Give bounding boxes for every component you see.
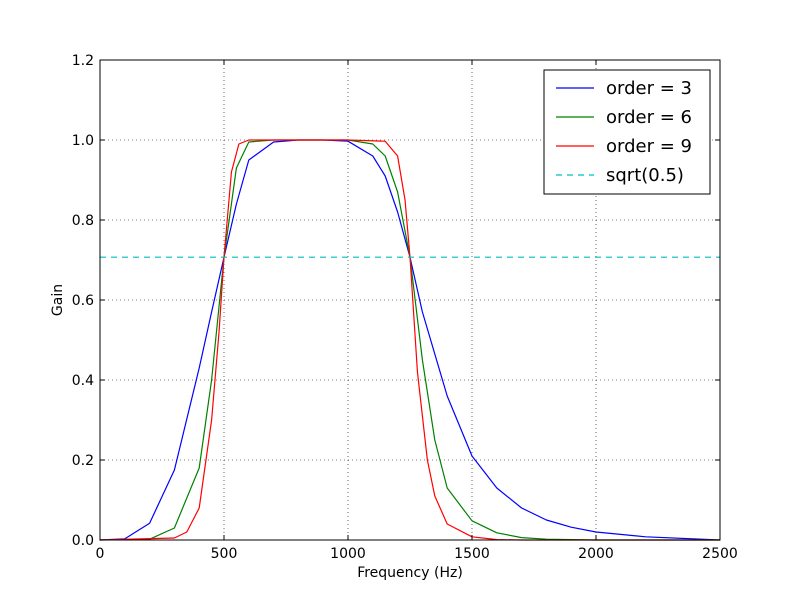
legend-label: sqrt(0.5) [606, 165, 684, 186]
x-tick-label: 0 [96, 546, 105, 562]
series-line-1 [99, 139, 721, 541]
x-axis-label: Frequency (Hz) [357, 565, 463, 581]
legend: order = 3 order = 6 order = 9 sqrt(0.5) [543, 69, 711, 195]
series-lines [99, 139, 721, 541]
legend-box [543, 69, 711, 195]
legend-label: order = 9 [606, 136, 692, 157]
y-tick-label: 0.2 [72, 453, 94, 469]
x-tick-label: 2000 [578, 546, 614, 562]
series-line-2 [99, 139, 720, 541]
x-tick-label: 1500 [454, 546, 490, 562]
y-tick-label: 1.2 [72, 53, 94, 69]
x-tick-label: 2500 [702, 546, 738, 562]
y-tick-label: 0.8 [72, 213, 94, 229]
y-tick-label: 0.0 [72, 533, 94, 549]
y-tick-label: 1.0 [72, 133, 94, 149]
axis-ticks: 0 500 1000 1500 2000 2500 0.0 0.2 0.4 0.6 0.8 1.0 1.… [72, 53, 738, 562]
y-tick-label: 0.4 [72, 373, 94, 389]
legend-label: order = 3 [606, 78, 692, 99]
series-line-3 [99, 139, 720, 541]
x-tick-label: 500 [211, 546, 238, 562]
x-tick-label: 1000 [330, 546, 366, 562]
legend-label: order = 6 [606, 107, 692, 128]
y-axis-label: Gain [50, 284, 66, 316]
y-tick-label: 0.6 [72, 293, 94, 309]
